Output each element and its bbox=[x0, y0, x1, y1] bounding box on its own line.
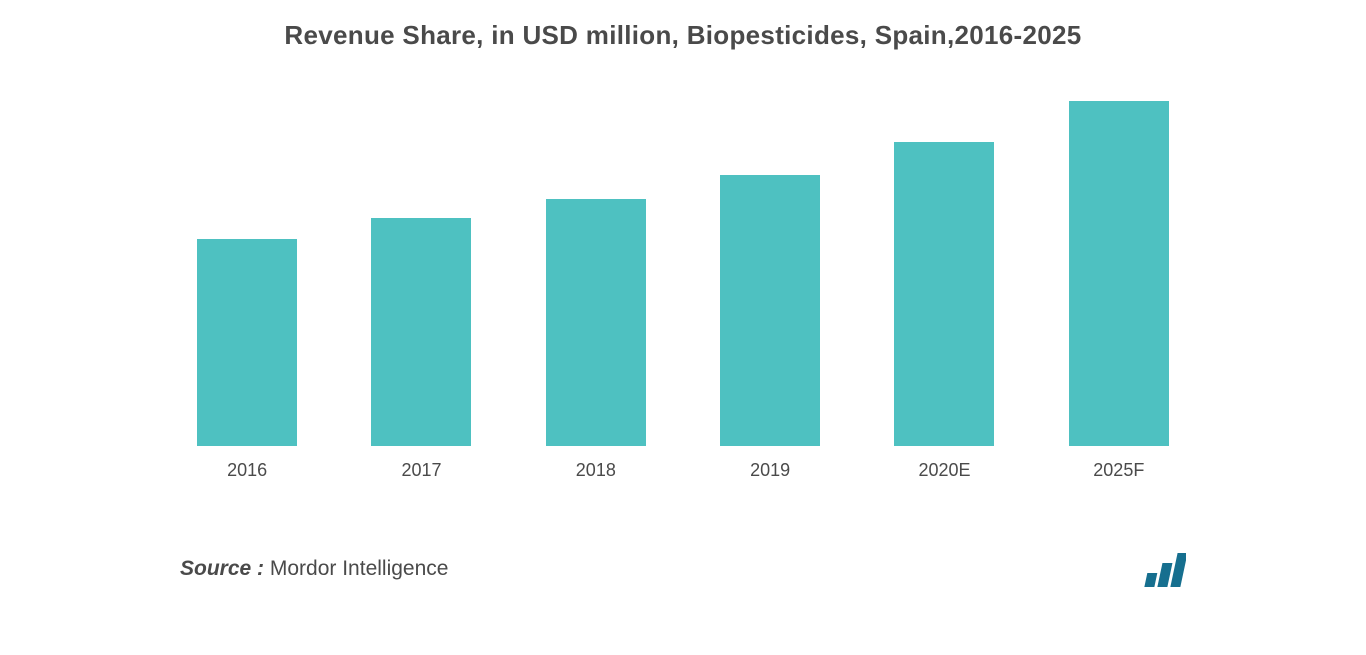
chart-container: Revenue Share, in USD million, Biopestic… bbox=[0, 0, 1366, 655]
chart-footer: Source : Mordor Intelligence bbox=[60, 551, 1306, 587]
bar-group: 2020E bbox=[857, 101, 1031, 481]
bar-category-label: 2025F bbox=[1093, 460, 1144, 481]
bar bbox=[894, 142, 994, 446]
source-line: Source : Mordor Intelligence bbox=[180, 557, 448, 581]
bar-category-label: 2016 bbox=[227, 460, 267, 481]
bar-category-label: 2017 bbox=[401, 460, 441, 481]
bar bbox=[1069, 101, 1169, 446]
bar bbox=[720, 175, 820, 446]
source-value: Mordor Intelligence bbox=[264, 557, 448, 580]
bar-category-label: 2019 bbox=[750, 460, 790, 481]
bar bbox=[371, 218, 471, 446]
bar-group: 2018 bbox=[509, 101, 683, 481]
logo-bars-icon bbox=[1144, 551, 1186, 587]
bar-group: 2025F bbox=[1032, 101, 1206, 481]
bar bbox=[197, 239, 297, 446]
plot-area: 2016 2017 2018 2019 2020E 2025F bbox=[60, 101, 1306, 481]
bar bbox=[546, 199, 646, 446]
bar-group: 2016 bbox=[160, 101, 334, 481]
chart-title: Revenue Share, in USD million, Biopestic… bbox=[60, 20, 1306, 51]
bar-group: 2017 bbox=[334, 101, 508, 481]
bar-category-label: 2018 bbox=[576, 460, 616, 481]
source-label: Source : bbox=[180, 557, 264, 580]
bar-category-label: 2020E bbox=[918, 460, 970, 481]
bar-group: 2019 bbox=[683, 101, 857, 481]
brand-logo bbox=[1144, 551, 1186, 587]
